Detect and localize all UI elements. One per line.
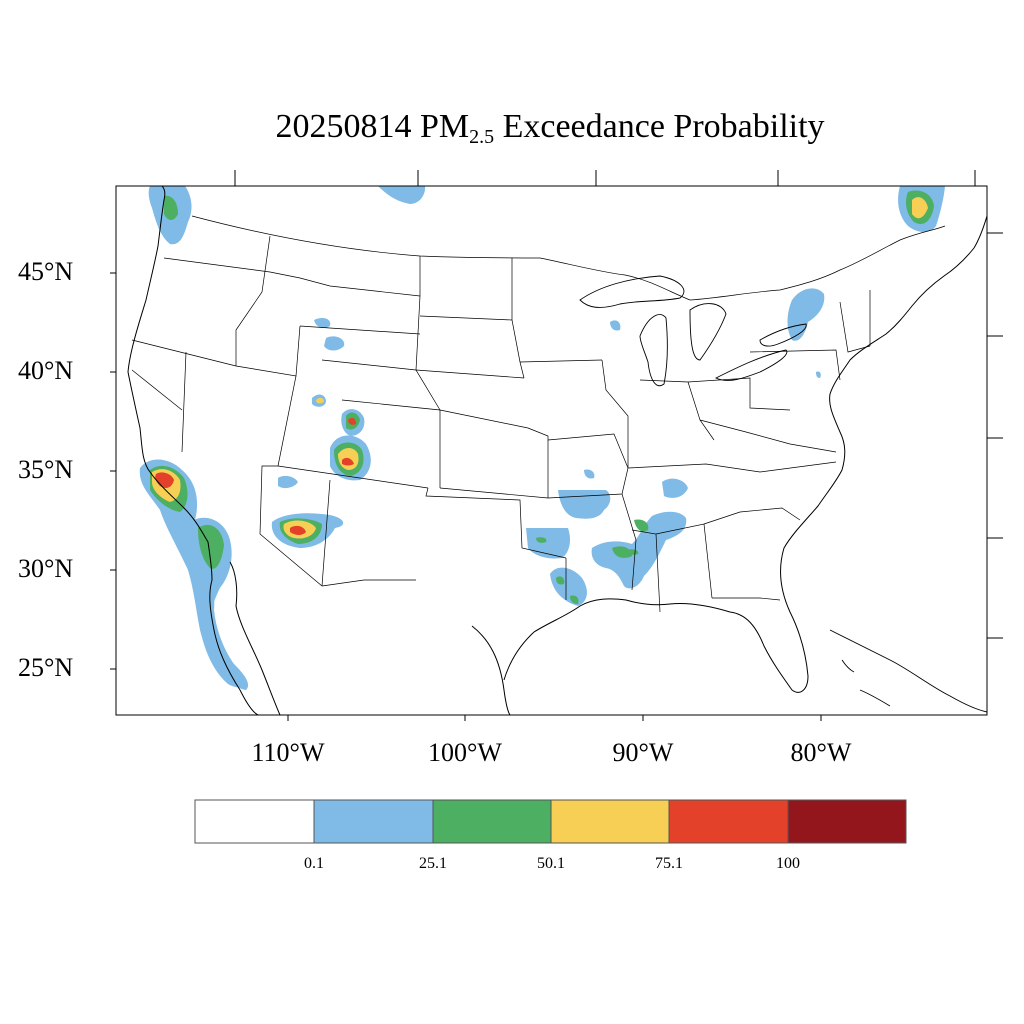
- blob-mississippi-layer-1-0: [591, 511, 687, 589]
- colorbar-label-0: 0.1: [304, 855, 324, 872]
- state-borders: [131, 215, 946, 613]
- coastlines: [127, 186, 987, 715]
- colorbar-box-0: [194, 799, 315, 844]
- blob-northern-california: [139, 459, 247, 688]
- blob-colorado: [330, 435, 371, 481]
- blob-baja-california: [199, 579, 249, 690]
- lat-label-25: 25°N: [18, 653, 74, 682]
- blob-quebec-layer-3-2: [912, 197, 928, 219]
- lon-label-90: 90°W: [612, 738, 674, 767]
- blob-washington-layer-2-1: [164, 195, 178, 220]
- colorbar-box-5: [787, 799, 907, 844]
- caribbean-islands: [829, 629, 987, 713]
- map-frame: [115, 185, 988, 716]
- lon-label-80: 80°W: [790, 738, 852, 767]
- colorbar-box-1: [313, 799, 434, 844]
- blob-tennessee: [662, 478, 688, 498]
- blob-mississippi-layer-2-1: [612, 546, 632, 558]
- lat-label-45: 45°N: [18, 257, 74, 286]
- blob-louisiana-layer-1-2: [550, 567, 587, 606]
- map-title: 20250814 PM2.5 Exceedance Probability: [275, 108, 825, 148]
- blob-colorado-north: [341, 409, 365, 436]
- blob-quebec: [898, 186, 945, 232]
- blob-louisiana-layer-2-3: [556, 576, 565, 585]
- blob-colorado-north-layer-4-2: [348, 417, 356, 425]
- lon-label-100: 100°W: [428, 738, 502, 767]
- colorbar-label-3: 75.1: [655, 855, 683, 872]
- colorbar-label-1: 25.1: [419, 855, 447, 872]
- blob-arkansas-layer-1-0: [558, 490, 611, 519]
- blob-wyoming-layer-1-0: [324, 336, 345, 351]
- lat-label-30: 30°N: [18, 554, 74, 583]
- blob-northern-california-layer-1-0: [139, 459, 247, 688]
- blob-utah-layer-3-1: [316, 397, 324, 404]
- colorbar-box-3: [550, 799, 670, 844]
- colorbar-box-2: [432, 799, 552, 844]
- blob-louisiana-layer-1-0: [526, 528, 570, 559]
- colorbar-box-4: [668, 799, 789, 844]
- blob-arizona-layer-4-3: [290, 525, 306, 535]
- blob-wyoming-layer-1-1: [314, 318, 331, 328]
- blob-mississippi: [591, 511, 687, 589]
- lat-label-35: 35°N: [18, 455, 74, 484]
- axis-ticks: [110, 170, 1003, 721]
- blob-washington: [148, 186, 192, 245]
- probability-shading: [139, 186, 945, 690]
- blob-louisiana-layer-2-1: [536, 537, 547, 543]
- blob-arkansas-layer-1-1: [584, 469, 595, 479]
- blob-tennessee-layer-1-0: [662, 478, 688, 498]
- blob-arkansas: [558, 469, 611, 519]
- lon-label-110: 110°W: [251, 738, 325, 767]
- blob-new-york-layer-1-0: [787, 288, 825, 341]
- blob-new-york-layer-1-2: [610, 320, 621, 331]
- colorbar-label-2: 50.1: [537, 855, 565, 872]
- blob-utah: [312, 394, 326, 407]
- blob-arizona-small: [278, 475, 298, 489]
- blob-arizona-small-layer-1-0: [278, 475, 298, 489]
- great-lakes: [579, 275, 807, 387]
- blob-louisiana: [526, 528, 587, 606]
- blob-colorado-layer-4-3: [342, 457, 354, 466]
- blob-new-york: [610, 288, 825, 378]
- colorbar-label-4: 100: [776, 855, 800, 872]
- lat-label-40: 40°N: [18, 356, 74, 385]
- blob-arizona: [271, 513, 344, 548]
- blob-mississippi-layer-2-2: [634, 519, 649, 532]
- blob-wyoming: [314, 318, 345, 351]
- colorbar: [194, 799, 907, 844]
- blob-new-york-layer-1-1: [816, 371, 821, 378]
- blob-canada-border: [378, 186, 426, 204]
- blob-baja-california-layer-1-0: [199, 579, 249, 690]
- blob-louisiana-layer-2-4: [570, 595, 579, 604]
- blob-canada-border-layer-1-0: [378, 186, 426, 204]
